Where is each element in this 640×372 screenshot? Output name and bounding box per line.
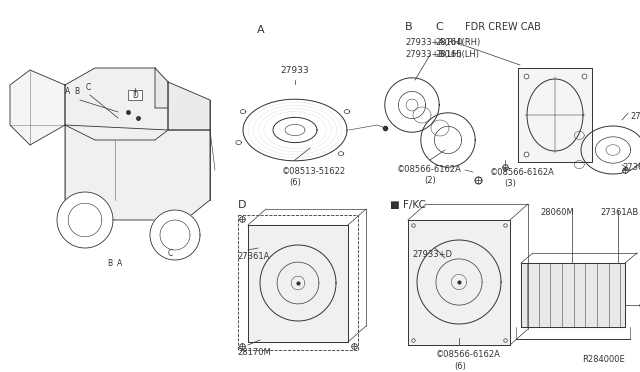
Text: 27361AA: 27361AA (622, 163, 640, 172)
Text: FDR CREW CAB: FDR CREW CAB (465, 22, 541, 32)
Text: ©08566-6162A: ©08566-6162A (436, 350, 501, 359)
Text: 27361AB: 27361AB (600, 208, 638, 217)
Polygon shape (155, 68, 168, 108)
Polygon shape (150, 210, 200, 260)
Text: R284000E: R284000E (582, 355, 625, 364)
Polygon shape (408, 220, 510, 345)
Polygon shape (65, 125, 210, 220)
Text: A: A (65, 87, 70, 96)
Text: ©08513-51622: ©08513-51622 (282, 167, 346, 176)
Text: (3): (3) (504, 179, 516, 188)
Polygon shape (518, 68, 592, 162)
Text: 27933+B(LH): 27933+B(LH) (405, 50, 462, 59)
Text: 28165(LH): 28165(LH) (435, 50, 479, 59)
Text: B: B (405, 22, 413, 32)
Text: ©08566-6162A: ©08566-6162A (397, 165, 462, 174)
Polygon shape (10, 70, 65, 145)
Text: (6): (6) (454, 362, 466, 371)
Text: 28164(RH): 28164(RH) (435, 38, 480, 47)
Text: 27933+D: 27933+D (412, 250, 452, 259)
Polygon shape (521, 263, 625, 327)
Text: 27933+C: 27933+C (630, 112, 640, 121)
Text: 28060M: 28060M (540, 208, 573, 217)
Text: 27933+A(RH): 27933+A(RH) (405, 38, 463, 47)
Text: D: D (238, 200, 246, 210)
Text: C: C (85, 83, 91, 93)
Text: C: C (435, 22, 443, 32)
Text: A: A (117, 259, 123, 267)
Text: (2): (2) (424, 176, 436, 185)
Bar (128, 90, 142, 100)
Text: ■ F/KC: ■ F/KC (390, 200, 426, 210)
Text: ©08566-6162A: ©08566-6162A (490, 168, 555, 177)
Text: (6): (6) (289, 178, 301, 187)
Polygon shape (65, 68, 168, 140)
Text: A: A (257, 25, 264, 35)
Text: D: D (132, 92, 138, 100)
Polygon shape (248, 225, 348, 342)
Text: B: B (108, 259, 113, 267)
Text: B: B (74, 87, 79, 96)
Text: 27933: 27933 (281, 66, 309, 75)
Text: 27361A: 27361A (237, 252, 269, 261)
Text: C: C (168, 248, 173, 257)
Text: 28170M: 28170M (237, 348, 271, 357)
Polygon shape (168, 82, 210, 130)
Polygon shape (57, 192, 113, 248)
